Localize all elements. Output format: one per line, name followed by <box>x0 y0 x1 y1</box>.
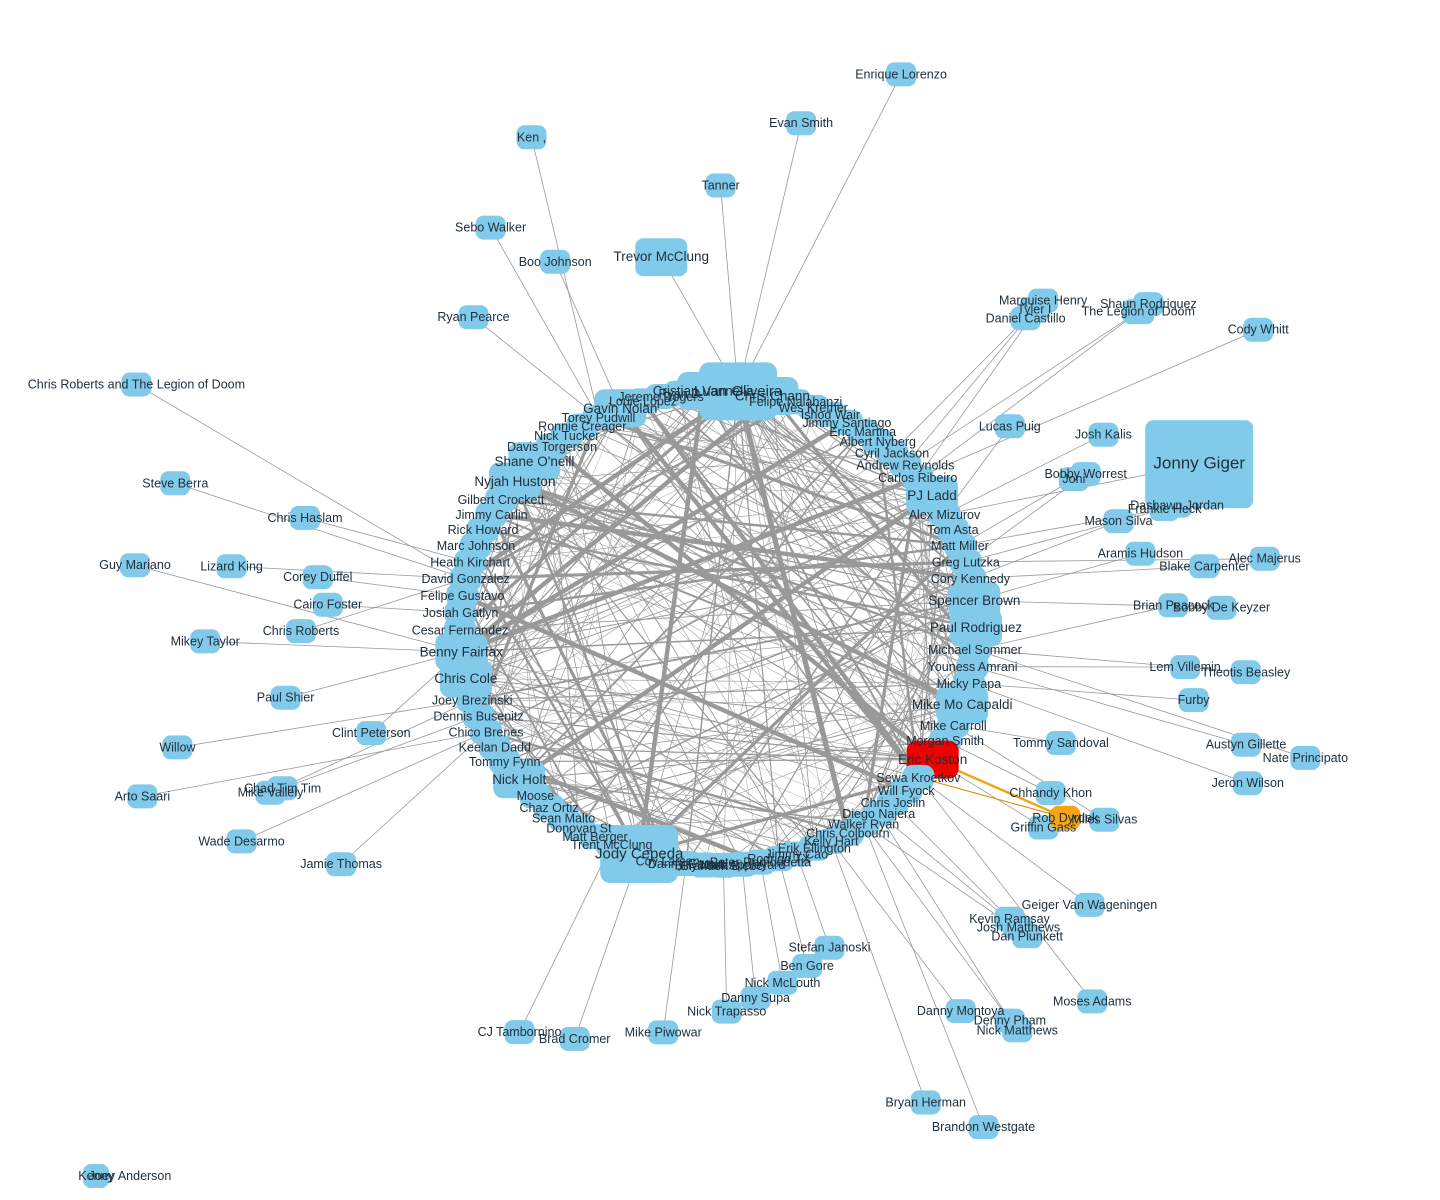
svg-text:Jimmy Carlin: Jimmy Carlin <box>455 508 527 522</box>
svg-text:Micky Papa: Micky Papa <box>937 677 1002 691</box>
svg-text:Chico Brenes: Chico Brenes <box>448 725 523 739</box>
svg-text:Josh Kalis: Josh Kalis <box>1075 428 1132 442</box>
svg-text:Ken ,: Ken , <box>517 130 546 144</box>
svg-text:Chris Roberts: Chris Roberts <box>263 624 339 638</box>
svg-text:Nate Principato: Nate Principato <box>1263 751 1349 765</box>
svg-text:Trevor McClung: Trevor McClung <box>614 249 710 264</box>
svg-text:Cairo Foster: Cairo Foster <box>293 598 362 612</box>
svg-text:Mason Silva: Mason Silva <box>1084 514 1152 528</box>
svg-text:Dashawn Jordan: Dashawn Jordan <box>1130 499 1224 513</box>
svg-text:Danny Supa: Danny Supa <box>721 991 790 1005</box>
svg-text:Nick McLouth: Nick McLouth <box>745 976 821 990</box>
svg-text:Shane O'neill: Shane O'neill <box>494 454 574 469</box>
svg-text:Mike Carroll: Mike Carroll <box>920 719 987 733</box>
svg-text:Chris Roberts and The Legion o: Chris Roberts and The Legion of Doom <box>28 378 245 392</box>
svg-text:Matt Miller: Matt Miller <box>931 539 989 553</box>
svg-text:Mike Mo Capaldi: Mike Mo Capaldi <box>912 697 1013 712</box>
svg-text:Heath Kirchart: Heath Kirchart <box>430 556 510 570</box>
svg-text:Nick Matthews: Nick Matthews <box>977 1023 1058 1037</box>
svg-text:Dennis Busenitz: Dennis Busenitz <box>433 710 523 724</box>
svg-text:Mikey Taylor: Mikey Taylor <box>171 634 240 648</box>
svg-text:Joey Anderson: Joey Anderson <box>89 1169 172 1183</box>
svg-text:Moses Adams: Moses Adams <box>1053 994 1132 1008</box>
svg-text:Evan Smith: Evan Smith <box>769 116 833 130</box>
svg-text:Nyjah Huston: Nyjah Huston <box>474 474 555 489</box>
svg-text:Lizard King: Lizard King <box>200 559 263 573</box>
svg-text:Blake Carpenter: Blake Carpenter <box>1159 559 1249 573</box>
svg-text:Boo Johnson: Boo Johnson <box>519 255 592 269</box>
svg-text:Austyn Gillette: Austyn Gillette <box>1206 738 1287 752</box>
svg-text:Tanner: Tanner <box>701 179 739 193</box>
svg-text:Chris Cole: Chris Cole <box>434 671 497 686</box>
svg-text:Brian Peacock: Brian Peacock <box>1133 598 1214 612</box>
svg-text:Carlos Ribeiro: Carlos Ribeiro <box>878 471 957 485</box>
svg-text:Furby: Furby <box>1178 693 1211 707</box>
svg-text:Tommy Fynn: Tommy Fynn <box>469 755 541 769</box>
svg-text:Marquise Henry: Marquise Henry <box>999 294 1088 308</box>
svg-text:Youness Amrani: Youness Amrani <box>928 660 1018 674</box>
svg-text:Sebo Walker: Sebo Walker <box>455 221 526 235</box>
svg-text:Jonny Giger: Jonny Giger <box>1153 453 1245 472</box>
svg-text:Chris Haslam: Chris Haslam <box>267 511 342 525</box>
svg-text:Lucas Puig: Lucas Puig <box>979 419 1041 433</box>
svg-text:Cody Whitt: Cody Whitt <box>1228 323 1290 337</box>
svg-text:Dan Plunkett: Dan Plunkett <box>991 929 1063 943</box>
svg-text:David Gonzalez: David Gonzalez <box>421 572 509 586</box>
svg-text:Jamie Thomas: Jamie Thomas <box>300 857 382 871</box>
svg-text:Mike Piwowar: Mike Piwowar <box>625 1025 702 1039</box>
svg-text:Cesar Fernandez: Cesar Fernandez <box>412 623 509 637</box>
svg-text:Joey Brezinski: Joey Brezinski <box>432 694 513 708</box>
svg-text:Shaun Rodriquez: Shaun Rodriquez <box>1100 297 1197 311</box>
svg-text:Cory Kennedy: Cory Kennedy <box>931 572 1011 586</box>
svg-text:Felipe Gustavo: Felipe Gustavo <box>420 589 504 603</box>
svg-text:Paul Shier: Paul Shier <box>257 691 315 705</box>
svg-text:Clint Peterson: Clint Peterson <box>332 726 411 740</box>
svg-text:Gilbert Crockett: Gilbert Crockett <box>458 493 545 507</box>
svg-text:Rick Howard: Rick Howard <box>448 523 519 537</box>
svg-text:Eric Koston: Eric Koston <box>898 752 967 767</box>
svg-text:Benny Fairfax: Benny Fairfax <box>420 644 504 659</box>
svg-text:Cristian Vannella: Cristian Vannella <box>653 384 755 399</box>
svg-text:Steve Berra: Steve Berra <box>142 476 208 490</box>
svg-text:Bobby Worrest: Bobby Worrest <box>1044 467 1127 481</box>
svg-text:Moose: Moose <box>517 789 555 803</box>
svg-text:Wade Desarmo: Wade Desarmo <box>198 834 284 848</box>
svg-text:Corey Duffel: Corey Duffel <box>283 570 352 584</box>
svg-text:Stefan Janoski: Stefan Janoski <box>789 941 871 955</box>
svg-text:CJ Tambornino: CJ Tambornino <box>478 1025 562 1039</box>
svg-text:Tommy Sandoval: Tommy Sandoval <box>1013 736 1109 750</box>
svg-text:Sewa Kroetkov: Sewa Kroetkov <box>876 771 961 785</box>
svg-text:Danny Montoya: Danny Montoya <box>917 1004 1005 1018</box>
svg-text:Willow: Willow <box>159 740 196 754</box>
svg-text:Ryan Pearce: Ryan Pearce <box>437 310 509 324</box>
svg-text:Josiah Gatlyn: Josiah Gatlyn <box>423 606 499 620</box>
svg-text:Brandon Westgate: Brandon Westgate <box>932 1120 1035 1134</box>
svg-text:Aramis Hudson: Aramis Hudson <box>1098 547 1183 561</box>
svg-text:PJ Ladd: PJ Ladd <box>907 488 957 503</box>
svg-text:Paul Rodriguez: Paul Rodriguez <box>930 620 1023 635</box>
svg-text:Guy Mariano: Guy Mariano <box>99 558 171 572</box>
svg-text:Michael Sommer: Michael Sommer <box>928 643 1022 657</box>
svg-text:Geiger Van Wageningen: Geiger Van Wageningen <box>1022 898 1158 912</box>
svg-text:Greg Lutzka: Greg Lutzka <box>932 556 1000 570</box>
svg-text:Enrique Lorenzo: Enrique Lorenzo <box>855 67 947 81</box>
svg-text:Ben Gore: Ben Gore <box>780 959 834 973</box>
svg-text:Marc Johnson: Marc Johnson <box>437 539 516 553</box>
svg-text:Lem Villemin: Lem Villemin <box>1149 660 1220 674</box>
svg-text:Tom Asta: Tom Asta <box>927 523 978 537</box>
svg-text:Alex Mizurov: Alex Mizurov <box>909 508 981 522</box>
svg-text:Rob Dyrdek: Rob Dyrdek <box>1032 811 1099 825</box>
svg-text:Spencer Brown: Spencer Brown <box>928 593 1020 608</box>
svg-text:Nick Holt: Nick Holt <box>492 772 546 787</box>
svg-text:Andrew Reynolds: Andrew Reynolds <box>856 458 954 472</box>
svg-text:Keelan Dadd: Keelan Dadd <box>459 741 531 755</box>
svg-text:Mike Vallely: Mike Vallely <box>238 786 305 800</box>
svg-text:Arto Saari: Arto Saari <box>115 789 171 803</box>
svg-text:Bryan Herman: Bryan Herman <box>885 1096 966 1110</box>
svg-text:Chhandy Khon: Chhandy Khon <box>1009 786 1092 800</box>
svg-text:Nick Trapasso: Nick Trapasso <box>687 1005 766 1019</box>
svg-text:Morgan Smith: Morgan Smith <box>906 734 984 748</box>
svg-text:Jeron Wilson: Jeron Wilson <box>1212 776 1284 790</box>
